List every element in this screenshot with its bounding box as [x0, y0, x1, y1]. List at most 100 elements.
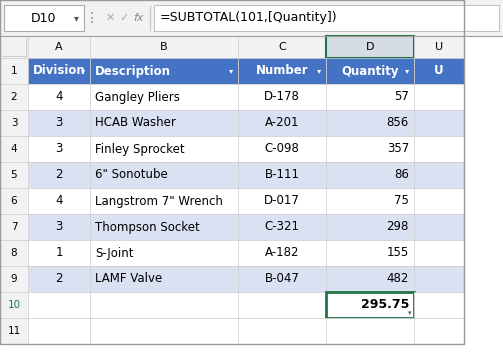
- Bar: [28, 318, 90, 344]
- Text: C: C: [278, 42, 286, 52]
- Bar: [90, 36, 238, 58]
- Text: B-111: B-111: [265, 168, 299, 181]
- Bar: [326, 318, 414, 344]
- Text: 3: 3: [55, 116, 63, 130]
- Bar: [238, 110, 326, 136]
- Text: ✓: ✓: [119, 13, 129, 23]
- Bar: [238, 292, 326, 318]
- Bar: [326, 36, 414, 58]
- Text: U: U: [435, 42, 443, 52]
- Bar: [90, 292, 238, 318]
- Bar: [0, 84, 28, 110]
- Bar: [414, 214, 464, 240]
- Bar: [238, 318, 326, 344]
- Text: ▾: ▾: [229, 66, 233, 76]
- Bar: [414, 240, 464, 266]
- Text: 155: 155: [387, 246, 409, 259]
- Bar: [28, 36, 90, 58]
- Text: A-201: A-201: [265, 116, 299, 130]
- Bar: [414, 292, 464, 318]
- Bar: [326, 214, 414, 240]
- Text: 4: 4: [55, 90, 63, 103]
- Bar: [90, 58, 238, 84]
- Text: 10: 10: [8, 300, 21, 310]
- Bar: [326, 58, 414, 84]
- Bar: [90, 136, 238, 162]
- Bar: [238, 36, 326, 58]
- Bar: [326, 136, 414, 162]
- Bar: [414, 188, 464, 214]
- Text: D10: D10: [31, 12, 57, 24]
- Bar: [90, 84, 238, 110]
- Text: 57: 57: [394, 90, 409, 103]
- Text: Number: Number: [256, 65, 308, 78]
- Text: =SUBTOTAL(101,[Quantity]): =SUBTOTAL(101,[Quantity]): [160, 12, 338, 24]
- Bar: [414, 136, 464, 162]
- Text: 6: 6: [11, 196, 17, 206]
- Bar: [238, 162, 326, 188]
- Text: 856: 856: [387, 116, 409, 130]
- Text: ✕: ✕: [105, 13, 115, 23]
- Text: 8: 8: [11, 248, 17, 258]
- Bar: [90, 240, 238, 266]
- Text: ▾: ▾: [317, 66, 321, 76]
- Bar: [0, 266, 28, 292]
- Bar: [0, 162, 28, 188]
- Bar: [0, 214, 28, 240]
- Bar: [326, 266, 414, 292]
- Bar: [28, 110, 90, 136]
- Text: 5: 5: [11, 170, 17, 180]
- Bar: [4, 5, 84, 31]
- Bar: [28, 136, 90, 162]
- Bar: [326, 110, 414, 136]
- Text: 7: 7: [11, 222, 17, 232]
- Bar: [90, 110, 238, 136]
- Bar: [414, 266, 464, 292]
- Text: Gangley Pliers: Gangley Pliers: [95, 90, 180, 103]
- Bar: [414, 36, 464, 58]
- Text: fx: fx: [134, 13, 144, 23]
- Text: D-178: D-178: [264, 90, 300, 103]
- Bar: [238, 136, 326, 162]
- Bar: [0, 136, 28, 162]
- Bar: [238, 84, 326, 110]
- Bar: [90, 266, 238, 292]
- Text: 4: 4: [55, 195, 63, 208]
- Text: 3: 3: [55, 143, 63, 156]
- Text: 86: 86: [394, 168, 409, 181]
- Text: B: B: [160, 42, 168, 52]
- Text: C-321: C-321: [265, 221, 299, 233]
- Text: 1: 1: [11, 66, 17, 76]
- Text: D: D: [366, 42, 374, 52]
- Text: ▾: ▾: [73, 13, 78, 23]
- Text: 357: 357: [387, 143, 409, 156]
- Text: S-Joint: S-Joint: [95, 246, 133, 259]
- Bar: [414, 318, 464, 344]
- Text: 6" Sonotube: 6" Sonotube: [95, 168, 167, 181]
- Bar: [90, 214, 238, 240]
- Bar: [238, 58, 326, 84]
- Text: Division: Division: [33, 65, 86, 78]
- Bar: [326, 162, 414, 188]
- Text: 298: 298: [387, 221, 409, 233]
- Text: LAMF Valve: LAMF Valve: [95, 273, 162, 286]
- Bar: [28, 214, 90, 240]
- Bar: [28, 292, 90, 318]
- Text: A: A: [55, 42, 63, 52]
- Text: ⋮: ⋮: [85, 11, 99, 25]
- Bar: [238, 188, 326, 214]
- Text: 2: 2: [55, 273, 63, 286]
- Bar: [326, 292, 414, 318]
- Text: 482: 482: [387, 273, 409, 286]
- Bar: [414, 162, 464, 188]
- Bar: [28, 240, 90, 266]
- Text: 4: 4: [11, 144, 17, 154]
- Bar: [414, 110, 464, 136]
- Bar: [0, 318, 28, 344]
- Text: A-182: A-182: [265, 246, 299, 259]
- Bar: [0, 110, 28, 136]
- Bar: [0, 58, 28, 84]
- Text: Description: Description: [95, 65, 171, 78]
- Text: 3: 3: [11, 118, 17, 128]
- Text: 2: 2: [11, 92, 17, 102]
